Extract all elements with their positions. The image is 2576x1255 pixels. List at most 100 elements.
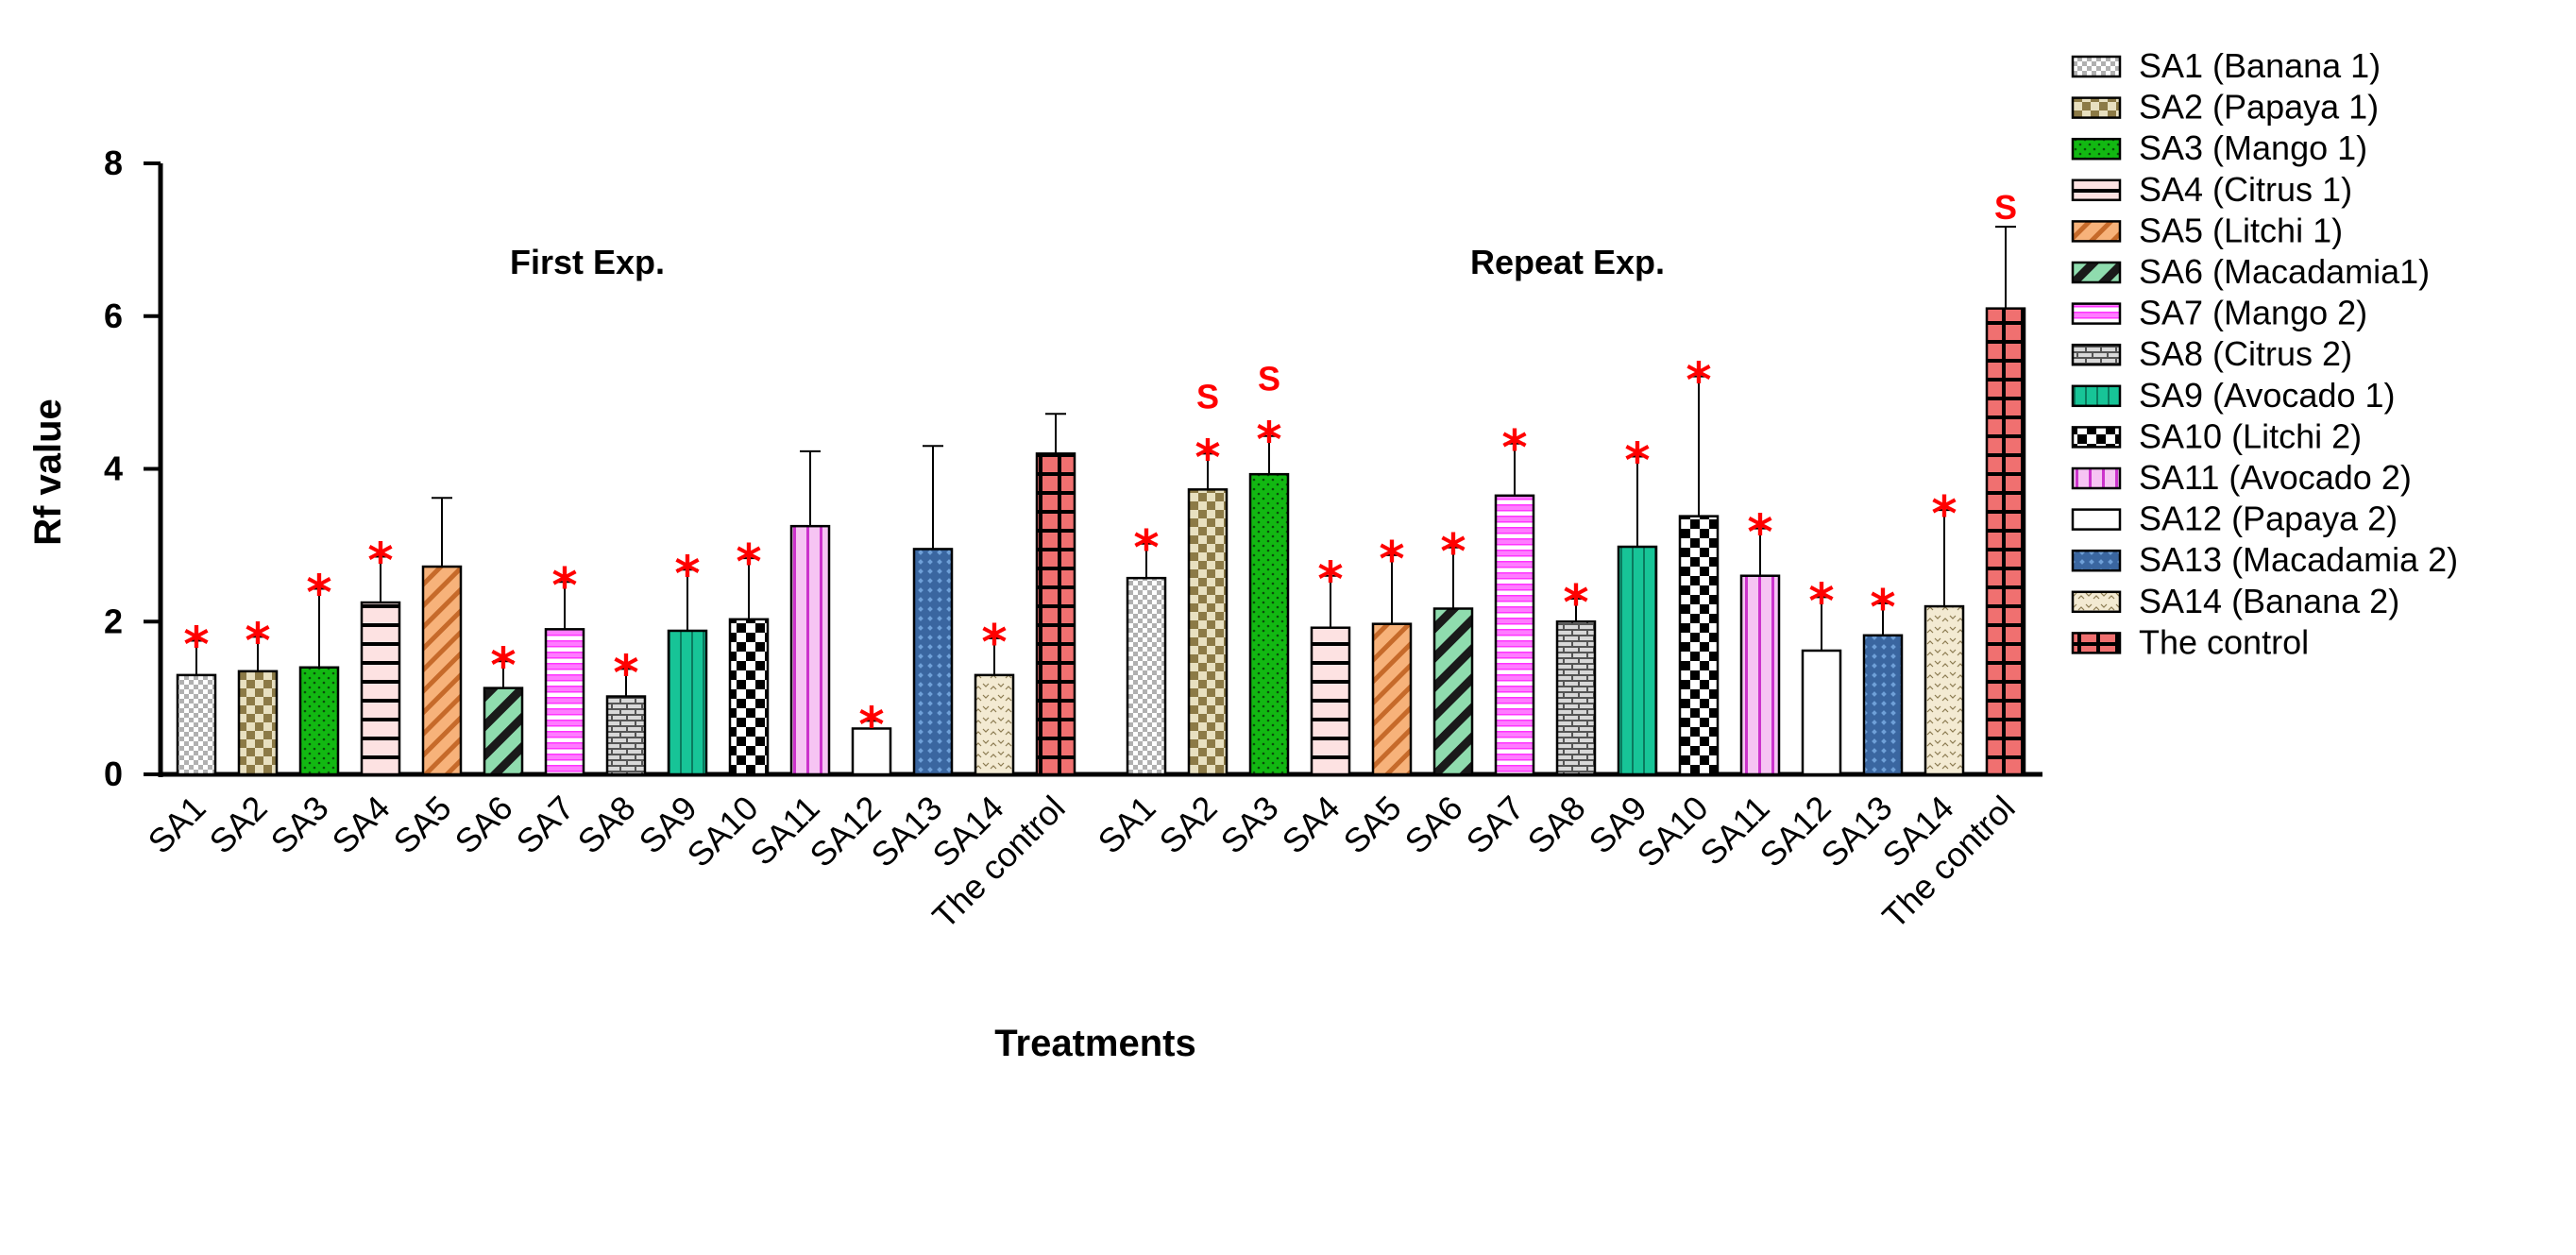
legend-swatch (2071, 632, 2122, 654)
x-tick-label: SA12 (802, 789, 888, 874)
bar-repeat-14 (1924, 604, 1965, 776)
x-tick-label: SA13 (1813, 789, 1899, 874)
bar-repeat-5 (1371, 622, 1413, 776)
x-tick-label: SA7 (509, 789, 582, 861)
significance-star: * (551, 558, 577, 615)
bar-first-2 (237, 670, 279, 776)
bar-first-6 (483, 687, 524, 776)
legend-label: The control (2139, 622, 2309, 661)
significance-star: * (245, 613, 270, 670)
x-tick-label: SA4 (1275, 789, 1347, 861)
bar-first-5 (421, 565, 463, 776)
bar-repeat-4 (1310, 626, 1351, 776)
x-tick-label: SA10 (1629, 789, 1715, 874)
bar-repeat-13 (1862, 634, 1904, 776)
x-tick-label: SA1 (1091, 789, 1163, 861)
legend-swatch (2071, 55, 2122, 78)
significance-s: S (1258, 360, 1280, 399)
bar-first-8 (605, 695, 647, 776)
bar-repeat-6 (1432, 607, 1474, 776)
significance-star: * (858, 697, 884, 754)
bar-first-1 (176, 673, 217, 776)
legend-swatch (2071, 261, 2122, 284)
legend-label: SA7 (Mango 2) (2139, 294, 2367, 332)
legend-swatch (2071, 178, 2122, 202)
x-tick-label: SA13 (863, 789, 949, 874)
bar-first-9 (667, 629, 708, 776)
legend-swatch (2071, 302, 2122, 325)
significance-star: * (1440, 524, 1466, 581)
legend-swatch (2071, 137, 2122, 161)
significance-star: * (1317, 552, 1343, 609)
y-tick-label: 4 (104, 449, 123, 488)
significance-star: * (490, 637, 516, 694)
legend-label: SA2 (Papaya 1) (2139, 88, 2379, 127)
legend-swatch (2071, 384, 2122, 408)
significance-star: * (1686, 353, 1711, 410)
x-tick-label: SA6 (448, 789, 520, 861)
x-tick-label: SA2 (1152, 789, 1225, 861)
legend-label: SA4 (Citrus 1) (2139, 170, 2352, 209)
significance-star: * (1870, 580, 1895, 636)
x-tick-label: SA2 (202, 789, 275, 861)
legend-swatch (2071, 426, 2122, 449)
legend-label: SA6 (Macadamia1) (2139, 252, 2430, 291)
bar-repeat-1 (1126, 576, 1167, 776)
significance-star: * (1256, 413, 1281, 469)
significance-star: * (736, 534, 761, 591)
bar-first-15 (1035, 452, 1076, 776)
y-tick-label: 6 (104, 297, 123, 335)
y-axis-title: Rf value (27, 399, 69, 546)
x-tick-label: SA10 (679, 789, 765, 874)
legend-swatch (2071, 590, 2122, 614)
x-tick-label: SA7 (1459, 789, 1532, 861)
significance-s: S (1994, 188, 2017, 227)
bar-first-4 (360, 601, 401, 776)
x-tick-label: SA3 (1213, 789, 1286, 861)
significance-star: * (1195, 430, 1220, 486)
bar-first-11 (789, 524, 831, 776)
legend: SA1 (Banana 1)SA2 (Papaya 1)SA3 (Mango 1… (2071, 46, 2458, 661)
significance-star: * (306, 565, 331, 621)
significance-star: * (981, 615, 1007, 671)
bar-first-3 (298, 666, 340, 776)
x-tick-label: SA8 (1520, 789, 1593, 861)
group-title-first: First Exp. (510, 243, 665, 281)
significance-star: * (1501, 420, 1527, 477)
y-tick-label: 8 (104, 144, 123, 182)
significance-star: * (1133, 520, 1159, 577)
significance-star: * (1747, 505, 1772, 562)
significance-star: * (1563, 575, 1588, 632)
x-tick-label: SA12 (1752, 789, 1838, 874)
bar-repeat-11 (1739, 574, 1781, 776)
bar-repeat-9 (1617, 545, 1658, 776)
x-tick-label: SA1 (141, 789, 213, 861)
bar-repeat-15 (1985, 307, 2026, 776)
legend-swatch (2071, 220, 2122, 243)
legend-label: SA8 (Citrus 2) (2139, 334, 2352, 373)
legend-label: SA13 (Macadamia 2) (2139, 540, 2458, 579)
significance-star: * (1808, 573, 1834, 630)
significance-s: S (1196, 377, 1219, 416)
legend-label: SA12 (Papaya 2) (2139, 500, 2398, 538)
y-tick-label: 2 (104, 602, 123, 640)
legend-label: SA9 (Avocado 1) (2139, 376, 2396, 415)
bar-repeat-3 (1248, 472, 1290, 776)
significance-star: * (613, 645, 638, 702)
significance-star: * (367, 534, 393, 590)
significance-star: * (1379, 532, 1404, 588)
legend-swatch (2071, 343, 2122, 366)
legend-swatch (2071, 96, 2122, 119)
bars-layer: *SA1*SA2*SA3*SA4SA5*SA6*SA7*SA8*SA9*SA10… (141, 188, 2026, 936)
bar-first-7 (544, 628, 585, 776)
legend-label: SA14 (Banana 2) (2139, 582, 2399, 620)
legend-swatch (2071, 508, 2122, 531)
legend-label: SA1 (Banana 1) (2139, 46, 2381, 85)
bar-repeat-2 (1187, 488, 1229, 776)
significance-star: * (1624, 433, 1650, 490)
x-tick-label: SA4 (325, 789, 398, 861)
significance-star: * (1931, 486, 1957, 543)
significance-star: * (183, 617, 209, 673)
bar-repeat-8 (1555, 620, 1597, 776)
